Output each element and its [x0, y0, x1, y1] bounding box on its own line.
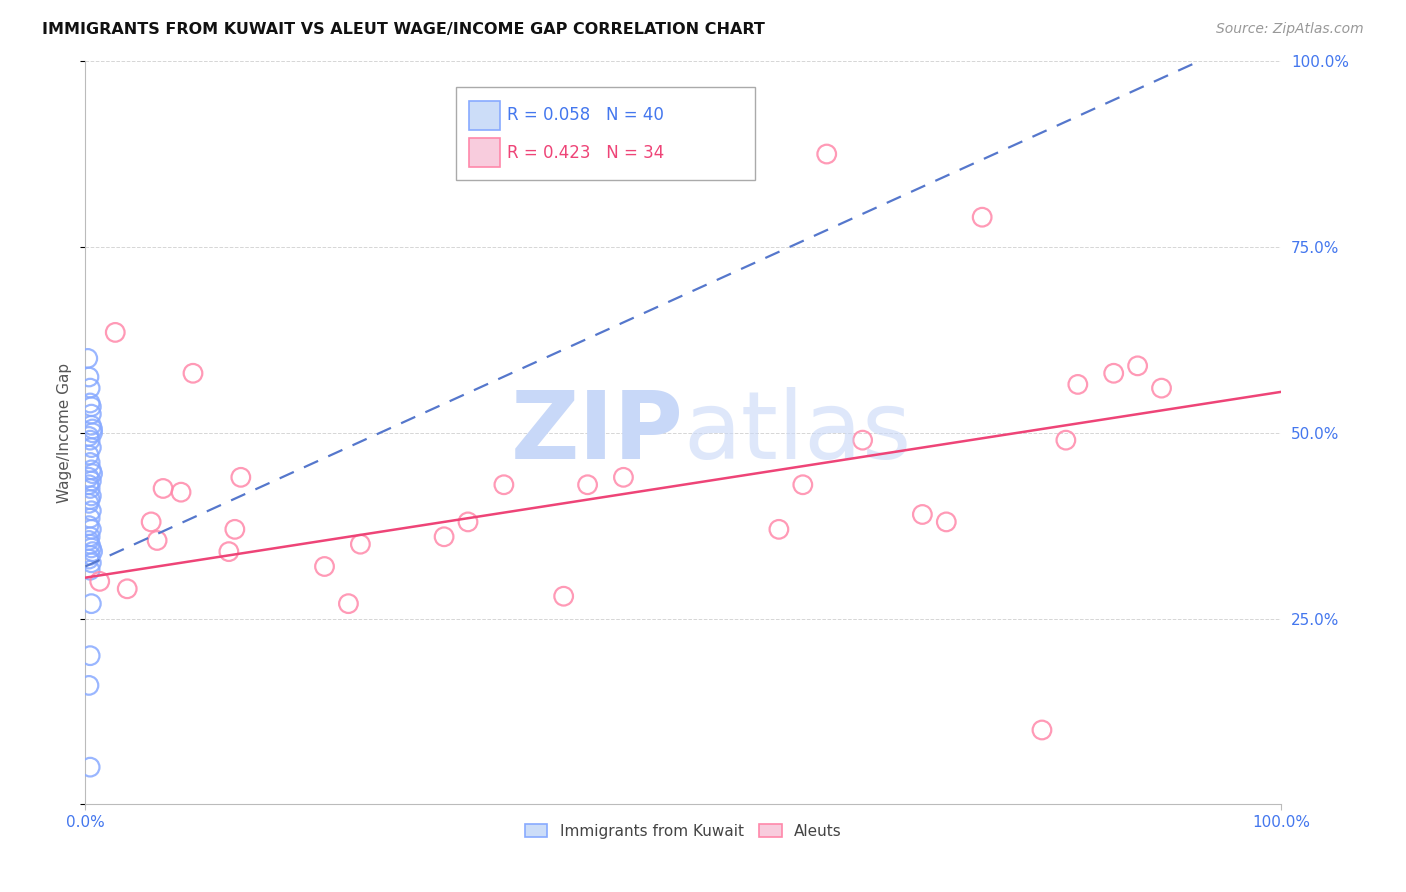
Point: [79, 537, 101, 551]
Point: [80, 463, 103, 477]
Point: [218, 544, 240, 558]
Point: [79, 492, 101, 507]
Point: [76, 351, 98, 366]
Point: [79, 648, 101, 663]
Point: [972, 211, 994, 225]
Text: R = 0.423   N = 34: R = 0.423 N = 34: [508, 144, 665, 161]
Legend: Immigrants from Kuwait, Aleuts: Immigrants from Kuwait, Aleuts: [519, 818, 848, 845]
Point: [1031, 723, 1053, 737]
Point: [77, 533, 100, 548]
Point: [79, 482, 101, 496]
Text: IMMIGRANTS FROM KUWAIT VS ALEUT WAGE/INCOME GAP CORRELATION CHART: IMMIGRANTS FROM KUWAIT VS ALEUT WAGE/INC…: [42, 22, 765, 37]
Point: [115, 582, 138, 596]
Point: [80, 407, 103, 421]
Point: [77, 448, 100, 462]
Point: [80, 441, 103, 455]
Point: [612, 470, 634, 484]
Point: [79, 396, 101, 410]
Point: [77, 470, 100, 484]
Point: [337, 597, 360, 611]
Point: [79, 455, 101, 469]
Point: [139, 515, 162, 529]
Point: [768, 522, 790, 536]
Point: [433, 530, 456, 544]
Point: [79, 563, 101, 577]
Point: [104, 326, 127, 340]
Point: [146, 533, 169, 548]
Point: [80, 522, 103, 536]
Text: ZIP: ZIP: [510, 387, 683, 479]
Point: [80, 597, 103, 611]
Point: [79, 433, 101, 447]
Point: [79, 511, 101, 525]
Point: [77, 518, 100, 533]
Point: [314, 559, 336, 574]
Point: [79, 530, 101, 544]
Point: [792, 477, 814, 491]
Text: R = 0.058   N = 40: R = 0.058 N = 40: [508, 106, 665, 124]
Point: [1150, 381, 1173, 395]
Point: [79, 381, 101, 395]
Point: [77, 477, 100, 491]
Point: [77, 678, 100, 692]
Y-axis label: Wage/Income Gap: Wage/Income Gap: [58, 363, 72, 503]
Point: [79, 549, 101, 563]
Point: [77, 429, 100, 443]
Point: [170, 485, 193, 500]
Point: [224, 522, 246, 536]
Point: [77, 370, 100, 384]
Point: [1054, 433, 1077, 447]
Point: [576, 477, 599, 491]
Point: [77, 552, 100, 566]
Point: [82, 422, 104, 436]
Point: [89, 574, 111, 589]
Point: [911, 508, 934, 522]
FancyBboxPatch shape: [456, 87, 755, 180]
Point: [80, 474, 103, 488]
Point: [852, 433, 875, 447]
Point: [815, 147, 838, 161]
Point: [80, 400, 103, 414]
Point: [492, 477, 515, 491]
Point: [935, 515, 957, 529]
Text: Source: ZipAtlas.com: Source: ZipAtlas.com: [1216, 22, 1364, 37]
Point: [181, 366, 204, 380]
FancyBboxPatch shape: [470, 138, 501, 167]
Point: [80, 489, 103, 503]
FancyBboxPatch shape: [470, 102, 501, 129]
Point: [1067, 377, 1090, 392]
Point: [82, 425, 104, 440]
Point: [349, 537, 371, 551]
Point: [82, 544, 104, 558]
Point: [80, 556, 103, 570]
Point: [553, 589, 575, 603]
Point: [1102, 366, 1125, 380]
Text: atlas: atlas: [683, 387, 911, 479]
Point: [79, 760, 101, 774]
Point: [80, 541, 103, 555]
Point: [152, 482, 174, 496]
Point: [457, 515, 479, 529]
Point: [77, 496, 100, 510]
Point: [1126, 359, 1149, 373]
Point: [229, 470, 252, 484]
Point: [82, 467, 104, 481]
Point: [80, 504, 103, 518]
Point: [80, 418, 103, 433]
